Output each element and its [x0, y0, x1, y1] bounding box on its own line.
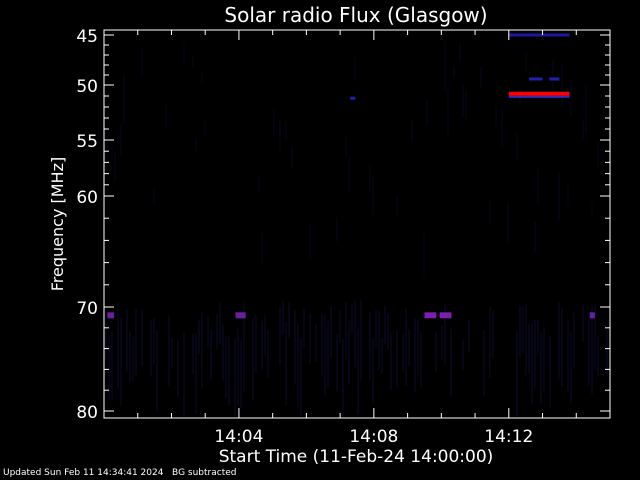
- spectral-feature: [439, 312, 452, 319]
- plot-background-texture: [105, 40, 608, 416]
- spectral-feature: [235, 312, 246, 319]
- x-tick-label: 14:08: [349, 427, 398, 447]
- spectral-feature: [107, 312, 115, 319]
- x-axis-ticks: 14:04 14:08 14:12: [137, 30, 577, 447]
- plot-frame: [103, 29, 611, 419]
- y-tick-label: 55: [76, 132, 98, 152]
- spectral-feature: [508, 33, 570, 37]
- x-axis-label: Start Time (11-Feb-24 14:00:00): [219, 447, 494, 467]
- bg-subtracted-note: BG subtracted: [172, 468, 237, 478]
- x-tick-label: 14:04: [214, 427, 263, 447]
- x-tick-label: 14:12: [484, 427, 533, 447]
- y-tick-label: 50: [76, 77, 98, 97]
- y-tick-label: 70: [76, 299, 98, 319]
- spectral-feature: [424, 312, 437, 319]
- spectral-feature: [508, 91, 570, 96]
- spectral-features: [107, 33, 595, 319]
- footer: Updated Sun Feb 11 14:34:41 2024 BG subt…: [3, 468, 236, 478]
- spectral-feature: [549, 77, 560, 81]
- y-axis-ticks: 45 50 55 60 70 80: [76, 27, 610, 423]
- spectral-feature: [529, 77, 543, 81]
- updated-timestamp: Updated Sun Feb 11 14:34:41 2024: [3, 468, 164, 478]
- spectral-feature: [350, 96, 356, 100]
- chart-title: Solar radio Flux (Glasgow): [224, 3, 487, 27]
- y-tick-label: 45: [76, 27, 98, 47]
- spectral-feature-halo: [508, 95, 570, 98]
- spectral-feature: [589, 312, 595, 319]
- y-tick-label: 60: [76, 188, 98, 208]
- y-tick-label: 80: [76, 403, 98, 423]
- y-axis-label: Frequency [MHz]: [48, 157, 67, 291]
